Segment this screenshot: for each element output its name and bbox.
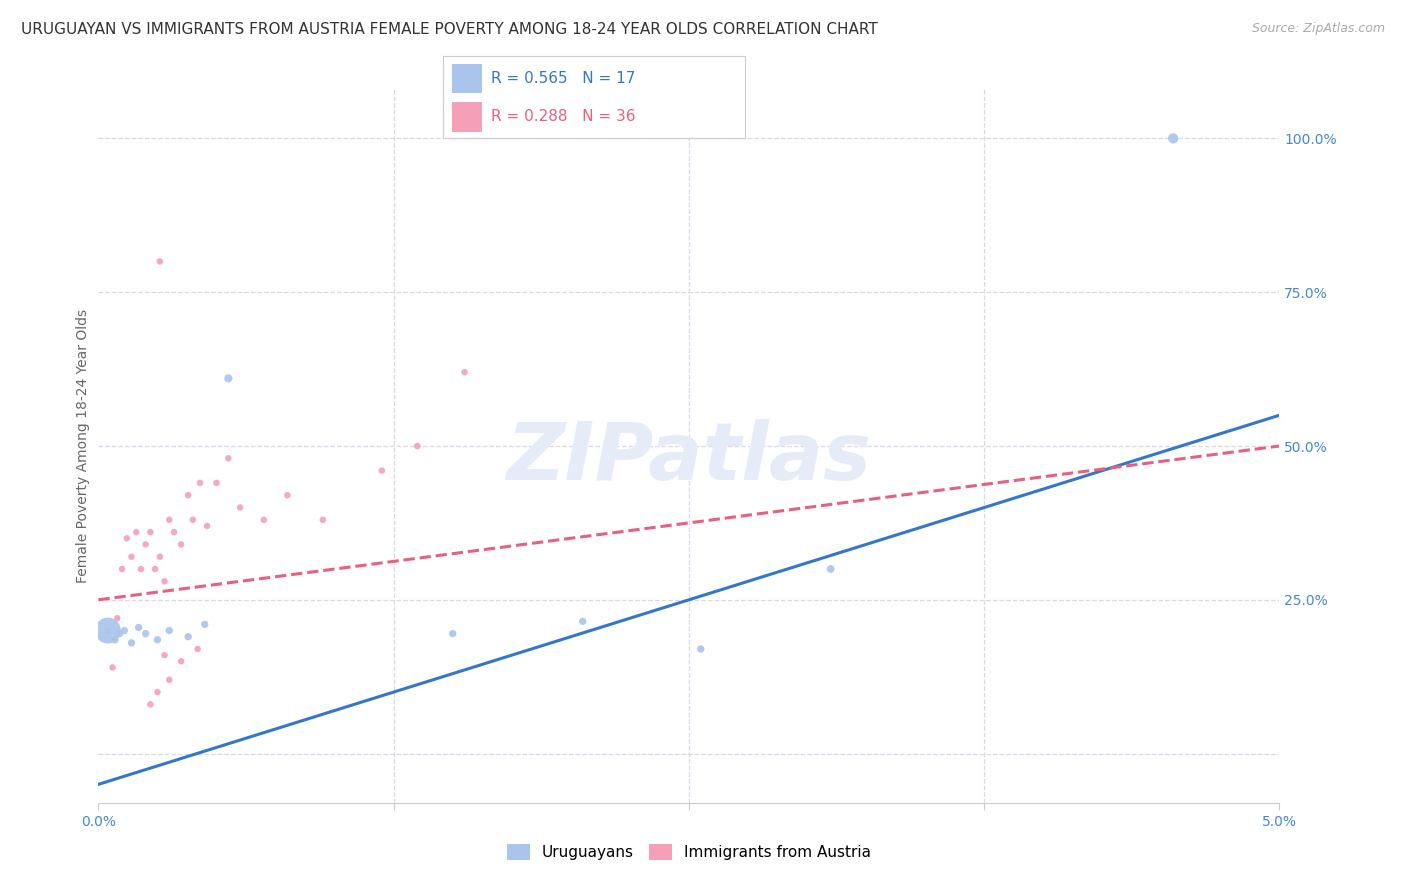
Point	[143, 562, 166, 576]
Point	[170, 654, 193, 668]
Point	[187, 642, 209, 657]
Point	[177, 630, 200, 644]
Point	[177, 488, 200, 502]
Point	[153, 648, 176, 662]
Point	[371, 464, 394, 478]
Point	[170, 537, 193, 551]
Text: Source: ZipAtlas.com: Source: ZipAtlas.com	[1251, 22, 1385, 36]
Point	[105, 611, 128, 625]
Point	[125, 525, 148, 540]
Point	[217, 451, 239, 466]
Bar	[451, 63, 482, 93]
Point	[101, 660, 124, 674]
Point	[112, 624, 135, 638]
Point	[135, 537, 157, 551]
Point	[157, 624, 180, 638]
Point	[97, 624, 120, 638]
Point	[149, 254, 172, 268]
Point	[146, 632, 169, 647]
Text: URUGUAYAN VS IMMIGRANTS FROM AUSTRIA FEMALE POVERTY AMONG 18-24 YEAR OLDS CORREL: URUGUAYAN VS IMMIGRANTS FROM AUSTRIA FEM…	[21, 22, 877, 37]
Point	[205, 475, 228, 490]
Point	[1161, 131, 1184, 145]
Point	[453, 365, 475, 379]
Point	[195, 519, 218, 533]
Point	[441, 626, 464, 640]
Point	[163, 525, 186, 540]
Point	[128, 620, 150, 634]
Point	[129, 562, 152, 576]
Y-axis label: Female Poverty Among 18-24 Year Olds: Female Poverty Among 18-24 Year Olds	[76, 309, 90, 583]
Point	[104, 632, 127, 647]
Bar	[451, 103, 482, 132]
Point	[188, 475, 211, 490]
Point	[194, 617, 217, 632]
Point	[157, 513, 180, 527]
Point	[153, 574, 176, 589]
Point	[181, 513, 204, 527]
Point	[689, 642, 711, 657]
Point	[253, 513, 276, 527]
Point	[406, 439, 429, 453]
Point	[108, 626, 131, 640]
Text: R = 0.288   N = 36: R = 0.288 N = 36	[491, 110, 636, 124]
Legend: Uruguayans, Immigrants from Austria: Uruguayans, Immigrants from Austria	[501, 838, 877, 866]
Point	[157, 673, 180, 687]
Point	[229, 500, 252, 515]
Point	[139, 525, 162, 540]
Point	[820, 562, 842, 576]
Point	[135, 626, 157, 640]
Point	[571, 615, 593, 629]
Point	[121, 636, 143, 650]
Point	[139, 698, 162, 712]
Text: ZIPatlas: ZIPatlas	[506, 419, 872, 498]
Point	[149, 549, 172, 564]
Point	[146, 685, 169, 699]
Point	[115, 531, 138, 545]
Text: R = 0.565   N = 17: R = 0.565 N = 17	[491, 70, 636, 86]
Point	[97, 624, 120, 638]
Point	[121, 549, 143, 564]
Point	[276, 488, 298, 502]
Point	[111, 562, 134, 576]
Point	[312, 513, 335, 527]
Point	[217, 371, 239, 385]
